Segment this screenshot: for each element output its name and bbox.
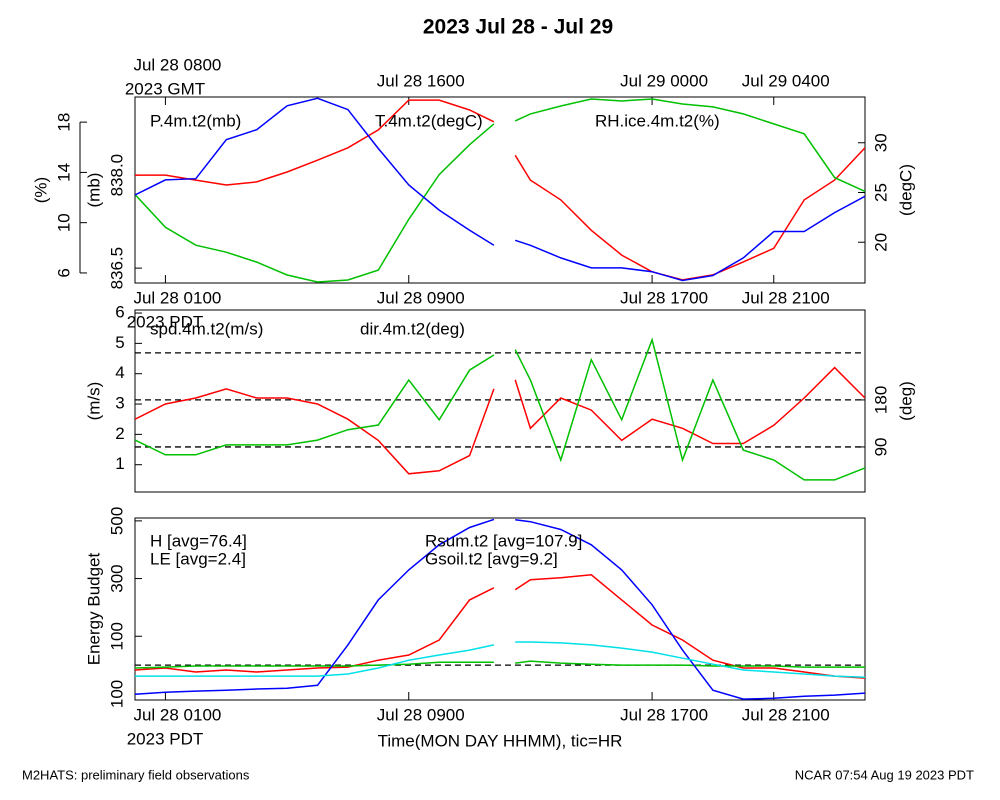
- x-tick-label: Jul 28 0900: [377, 288, 465, 307]
- y-tick-label: 1: [115, 454, 124, 473]
- y-tick-label: 6: [115, 303, 124, 322]
- x-tick-zone: 2023 PDT: [127, 312, 204, 331]
- series-line: [135, 660, 865, 669]
- x-tick-label: Jul 28 0800: [133, 55, 221, 74]
- y-tick-label: 18: [54, 113, 73, 132]
- footer-right: NCAR 07:54 Aug 19 2023 PDT: [795, 767, 974, 782]
- y-tick-label: 25: [871, 183, 890, 202]
- plot-frame: [134, 309, 866, 493]
- y-tick-label: 30: [871, 133, 890, 152]
- legend-label: H [avg=76.4]: [150, 531, 247, 550]
- x-tick-label: Jul 28 0900: [377, 705, 465, 724]
- series-line: [135, 366, 865, 475]
- x-tick-zone: 2023 PDT: [127, 729, 204, 748]
- legend-label: LE [avg=2.4]: [150, 549, 246, 568]
- x-tick-zone: 2023 GMT: [125, 79, 205, 98]
- series-line: [135, 97, 865, 282]
- y-tick-label: 5: [115, 333, 124, 352]
- footer-left: M2HATS: preliminary field observations: [22, 767, 250, 782]
- y-axis-label: (degC): [896, 164, 915, 216]
- x-tick-label: Jul 28 1600: [377, 71, 465, 90]
- legend-label: dir.4m.t2(deg): [360, 319, 465, 338]
- series-line: [135, 98, 865, 283]
- y-tick-label: 10: [54, 213, 73, 232]
- y-axis-label: Energy Budget: [84, 552, 103, 665]
- legend-label: P.4m.t2(mb): [150, 111, 241, 130]
- y-tick-label: 20: [871, 233, 890, 252]
- y-tick-label: 100: [107, 680, 126, 708]
- x-tick-label: Jul 29 0000: [620, 71, 708, 90]
- y-tick-label: 6: [54, 268, 73, 277]
- y-tick-label: 4: [115, 363, 124, 382]
- y-axis-label: (%): [31, 177, 50, 203]
- y-tick-label: 500: [107, 507, 126, 535]
- y-tick-label: 180: [871, 386, 890, 414]
- y-tick-label: 300: [107, 564, 126, 592]
- y-tick-label: 14: [54, 163, 73, 182]
- series-line: [135, 337, 865, 481]
- plot-frame: [134, 517, 866, 701]
- x-tick-label: Jul 28 1700: [620, 705, 708, 724]
- y-axis-label: (deg): [896, 381, 915, 421]
- legend-label: T.4m.t2(degC): [375, 111, 483, 130]
- series-line: [135, 99, 865, 281]
- x-axis-label: Time(MON DAY HHMM), tic=HR: [378, 731, 623, 750]
- series-line: [135, 641, 865, 678]
- x-tick-label: Jul 28 2100: [742, 288, 830, 307]
- y-axis-label: (mb): [84, 173, 103, 208]
- y-axis-label: (m/s): [84, 382, 103, 421]
- series-line: [135, 574, 865, 679]
- plot-frame: [134, 96, 866, 284]
- x-tick-label: Jul 29 0400: [742, 71, 830, 90]
- x-tick-label: Jul 28 1700: [620, 288, 708, 307]
- legend-label: spd.4m.t2(m/s): [150, 319, 263, 338]
- y-tick-label: 836.5: [107, 247, 126, 290]
- x-tick-label: Jul 28 2100: [742, 705, 830, 724]
- y-tick-label: 90: [871, 437, 890, 456]
- legend-label: Gsoil.t2 [avg=9.2]: [425, 549, 558, 568]
- x-tick-label: Jul 28 0100: [133, 705, 221, 724]
- series-line: [135, 518, 865, 700]
- legend-label: RH.ice.4m.t2(%): [595, 111, 720, 130]
- y-tick-label: 2: [115, 424, 124, 443]
- legend-label: Rsum.t2 [avg=107.9]: [425, 531, 582, 550]
- y-tick-label: 100: [107, 622, 126, 650]
- chart-title: 2023 Jul 28 - Jul 29: [423, 16, 613, 39]
- x-tick-label: Jul 28 0100: [133, 288, 221, 307]
- y-tick-label: 3: [115, 394, 124, 413]
- y-tick-label: 838.0: [107, 154, 126, 197]
